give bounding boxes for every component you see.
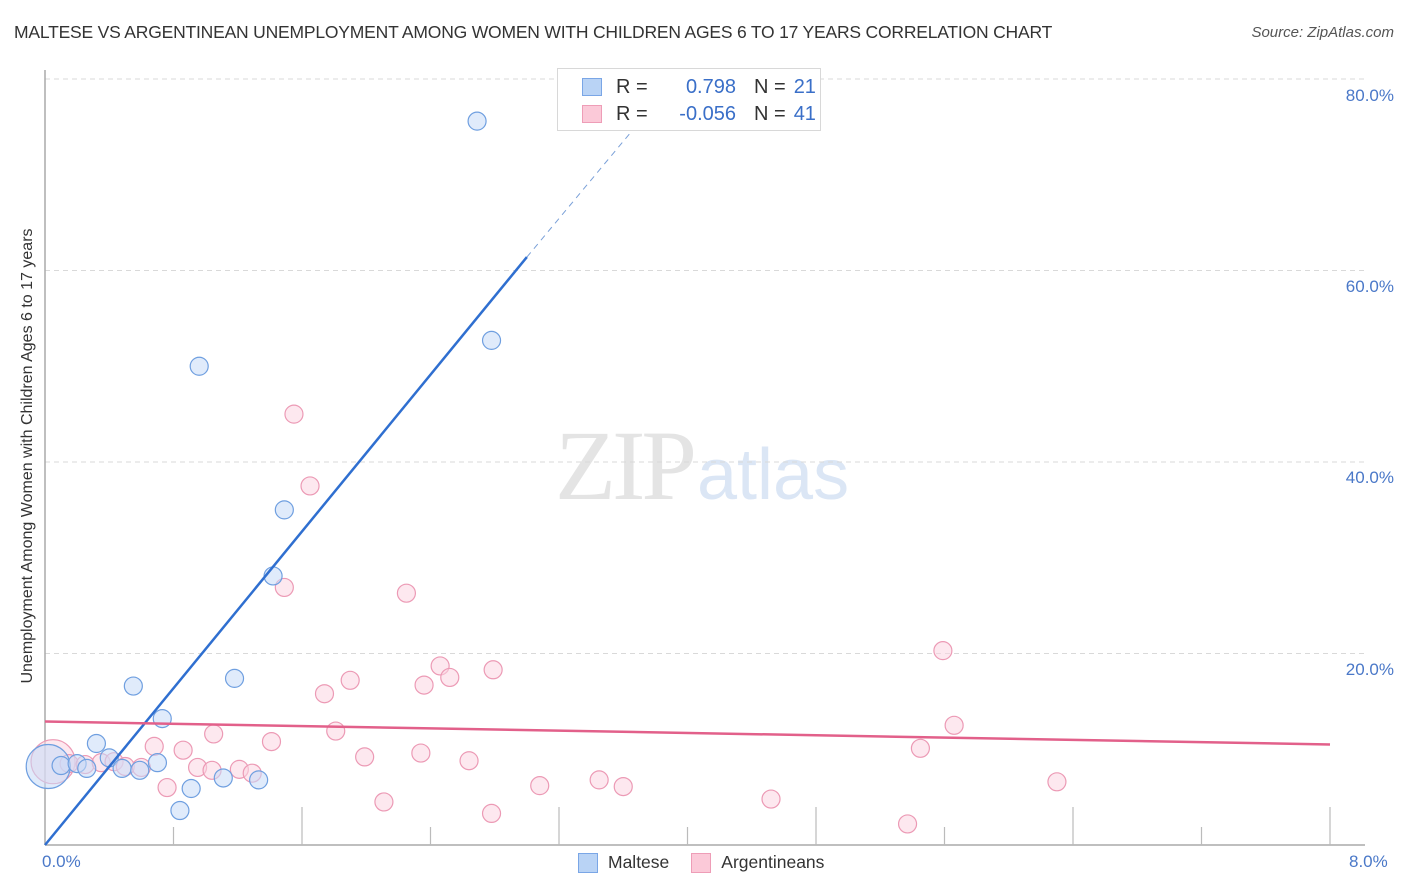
data-point: [326, 721, 346, 741]
n-value: 41: [793, 102, 816, 125]
data-point: [173, 740, 193, 760]
legend-item-maltese[interactable]: Maltese: [578, 852, 669, 873]
data-point: [933, 641, 953, 661]
n-label: N =: [754, 102, 786, 125]
data-point: [249, 770, 269, 790]
data-point: [204, 724, 224, 744]
maltese-swatch-icon: [578, 852, 598, 873]
data-point: [910, 738, 931, 758]
maltese-trendline: [44, 256, 528, 846]
n-value: 21: [793, 75, 816, 98]
series-legend: Maltese Argentineans: [578, 852, 846, 873]
data-point: [459, 751, 479, 771]
data-point: [340, 670, 360, 690]
stats-legend: R = 0.798 N = 21 R = -0.056 N = 41: [557, 68, 821, 131]
data-point: [481, 330, 502, 350]
data-point: [157, 777, 177, 798]
argentineans-trendline: [44, 720, 1331, 746]
data-point: [77, 758, 97, 779]
r-value: -0.056: [679, 102, 736, 125]
data-point: [274, 500, 294, 520]
y-tick-20: 20.0%: [1345, 660, 1394, 679]
r-label: R =: [616, 102, 648, 125]
data-point: [261, 731, 282, 752]
data-point: [130, 760, 150, 780]
legend-item-argentineans[interactable]: Argentineans: [691, 852, 824, 873]
r-label: R =: [616, 75, 648, 98]
data-point: [123, 676, 143, 696]
legend-label-argentineans: Argentineans: [721, 852, 825, 872]
data-point: [761, 789, 781, 809]
data-point: [274, 577, 294, 598]
stats-row-argentineans: R = -0.056 N = 41: [582, 102, 816, 126]
data-point: [181, 778, 201, 799]
data-point: [300, 476, 320, 496]
argentineans-swatch-icon: [691, 852, 712, 873]
argentineans-swatch-icon: [582, 105, 602, 123]
data-point: [213, 768, 233, 788]
n-label: N =: [754, 75, 786, 98]
data-point: [224, 668, 245, 688]
data-point: [189, 356, 209, 376]
watermark: ZIPatlas: [555, 408, 849, 523]
data-point: [396, 583, 417, 603]
watermark-atlas: atlas: [697, 435, 850, 515]
data-point: [613, 776, 633, 797]
y-tick-80: 80.0%: [1345, 86, 1394, 105]
data-point: [284, 404, 304, 424]
source-label: Source: ZipAtlas.com: [1251, 24, 1394, 41]
data-point: [51, 755, 71, 776]
data-point: [355, 747, 375, 767]
data-point: [170, 800, 190, 821]
data-point: [440, 667, 460, 688]
data-point: [411, 743, 431, 763]
chart-title: MALTESE VS ARGENTINEAN UNEMPLOYMENT AMON…: [14, 22, 1053, 42]
watermark-zip: ZIP: [555, 410, 697, 521]
data-point: [589, 770, 609, 790]
y-tick-40: 40.0%: [1345, 468, 1394, 487]
data-point: [314, 684, 335, 704]
data-point: [483, 660, 503, 680]
x-tick-max: 8.0%: [1349, 852, 1388, 871]
data-point: [467, 111, 487, 131]
legend-label-maltese: Maltese: [608, 852, 670, 872]
data-point: [1047, 772, 1067, 792]
data-point: [944, 715, 964, 735]
stats-row-maltese: R = 0.798 N = 21: [582, 75, 816, 99]
data-point: [86, 733, 107, 754]
data-point: [144, 736, 164, 756]
data-point: [147, 753, 168, 773]
maltese-trendline-extension: [526, 121, 640, 258]
data-point: [112, 758, 132, 779]
x-tick-min: 0.0%: [42, 852, 81, 871]
r-value: 0.798: [685, 75, 736, 98]
y-tick-60: 60.0%: [1345, 277, 1394, 296]
data-point: [897, 814, 918, 834]
data-point: [374, 792, 394, 812]
data-point: [530, 776, 550, 796]
data-point: [414, 675, 434, 695]
data-point: [481, 803, 502, 824]
maltese-swatch-icon: [582, 78, 602, 96]
